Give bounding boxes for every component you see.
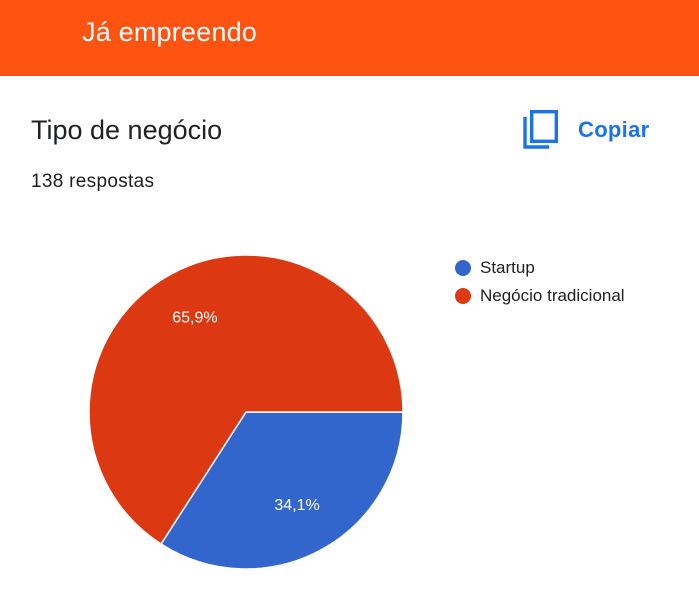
copy-icon	[523, 110, 558, 149]
pie-label-neg-cio-tradicional: 65,9%	[172, 310, 217, 327]
legend-swatch-negocio-tradicional	[455, 288, 471, 304]
header-title: Já empreendo	[82, 17, 258, 47]
legend-label-negocio-tradicional: Negócio tradicional	[480, 286, 625, 305]
legend-label-startup: Startup	[480, 258, 535, 277]
copy-button-label: Copiar	[578, 117, 650, 142]
response-count: 138 respostas	[31, 171, 155, 192]
copy-button[interactable]: Copiar	[522, 108, 649, 152]
legend-swatch-startup	[455, 260, 471, 276]
question-title: Tipo de negócio	[31, 115, 223, 145]
pie-slice-neg-cio-tradicional[interactable]	[88, 254, 404, 546]
legend-item-negocio-tradicional[interactable]: Negócio tradicional	[455, 282, 625, 310]
app-header: Já empreendo	[0, 0, 699, 76]
pie-label-startup: 34,1%	[274, 497, 319, 514]
chart-legend: Startup Negócio tradicional	[455, 254, 625, 310]
legend-item-startup[interactable]: Startup	[455, 254, 625, 282]
